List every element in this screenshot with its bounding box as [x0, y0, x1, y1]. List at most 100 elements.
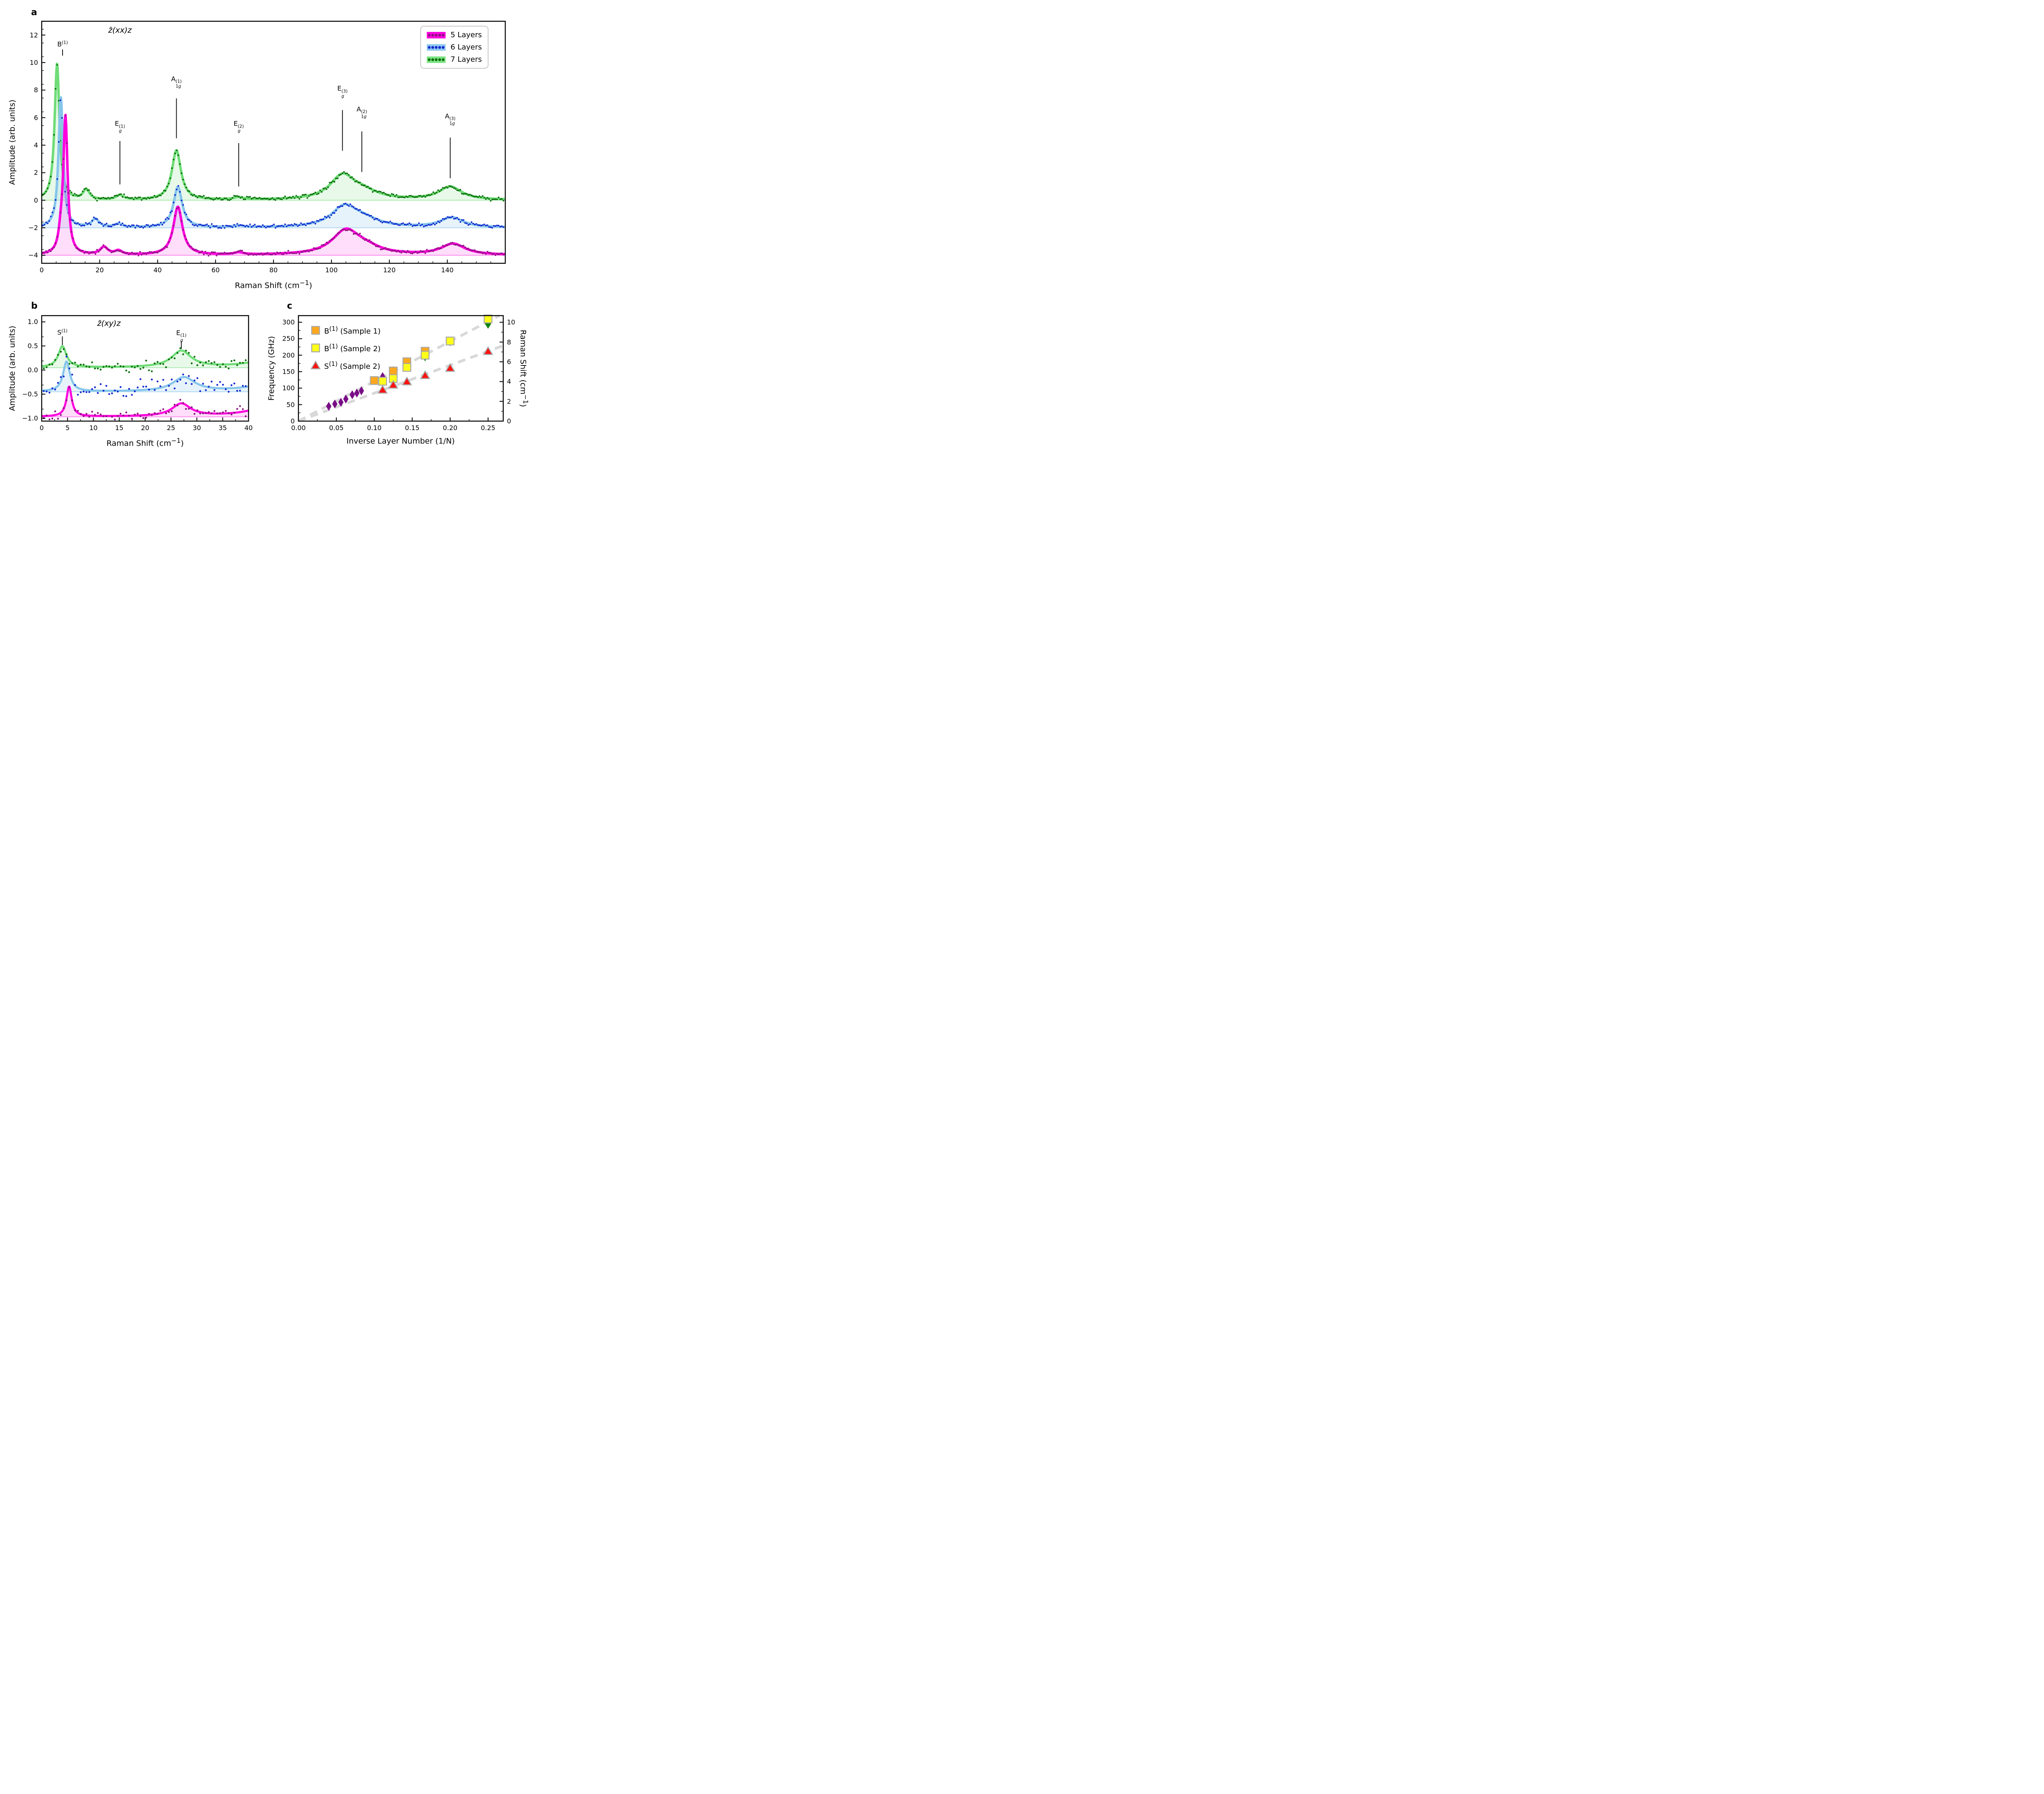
panel-a-ytick: −4	[28, 251, 38, 259]
panel-c-ytick: 200	[282, 351, 295, 359]
panel-label-c: c	[287, 301, 293, 311]
panel-label-b: b	[31, 301, 38, 311]
legend-item-5-layers: 5 Layers	[427, 31, 482, 39]
peak-label-B(1): B(1)	[57, 40, 68, 48]
panel-b-xtick: 5	[65, 424, 70, 432]
legend-band-icon	[427, 31, 446, 38]
panel-b-ytick: −0.5	[22, 390, 38, 398]
panel-b-ylabel: Amplitude (arb. units)	[8, 325, 17, 411]
panel-c-xtick: 0.15	[405, 424, 420, 432]
trace-5-layers	[42, 113, 505, 257]
panel-a-ytick: 4	[34, 141, 38, 149]
panel-a-ytick: 12	[29, 31, 38, 39]
panel-a-ylabel: Amplitude (arb. units)	[8, 99, 17, 185]
panel-b-ytick: 1.0	[27, 318, 38, 326]
panel-c-rtick: 8	[507, 338, 511, 346]
panel-c-xtick: 0.25	[481, 424, 495, 432]
raman-spectroscopy-figure: a b c 0 20 40 60 80 100 120 140 −4 −2 0 2 4 6 8 10 12 Ram…	[0, 0, 529, 448]
panel-a-xtick: 60	[211, 266, 220, 274]
panel-b-polarization-title: z̄(xy)z	[97, 318, 121, 328]
peak-label-A1g(3): A (3) 1g	[445, 112, 456, 126]
panel-c-rtick: 10	[507, 318, 515, 326]
peak-label-Eg(2): E (2) g	[233, 119, 244, 134]
panel-a-ytick: −2	[28, 224, 38, 232]
panel-c-ytick: 300	[282, 318, 295, 326]
trace-5-layers	[42, 386, 248, 421]
panel-b-xtick: 30	[193, 424, 201, 432]
panel-a-ytick: 8	[34, 86, 38, 94]
panel-b-xtick: 40	[244, 424, 253, 432]
panel-c-axes	[298, 315, 504, 422]
legend-item-6-layers: 6 Layers	[427, 43, 482, 52]
trace-7-layers	[42, 345, 248, 373]
legend-item-label: 7 Layers	[450, 55, 482, 64]
panel-b-ytick: 0.5	[27, 342, 38, 350]
legend-marker-B1-sample-2	[311, 343, 320, 352]
legend-label-B1-sample-2: B(1) (Sample 2)	[324, 343, 381, 353]
panel-c-content	[298, 314, 504, 423]
panel-a-xtick: 20	[95, 266, 104, 274]
panel-a-xtick: 40	[153, 266, 162, 274]
panel-a-polarization-title: z̄(xx)z	[108, 25, 132, 35]
legend-marker-S1-sample-2	[310, 360, 321, 370]
panel-c-xtick: 0.00	[291, 424, 306, 432]
panel-c-xtick: 0.05	[329, 424, 344, 432]
legend-band-icon	[427, 56, 446, 63]
dots-5-layers	[42, 115, 504, 257]
panel-c-ylabel: Frequency (GHz)	[267, 336, 276, 401]
scatter-S1-sample-2	[377, 346, 493, 394]
legend-label-S1-sample-2: S(1) (Sample 2)	[324, 360, 381, 371]
legend-band-icon	[427, 44, 446, 51]
panel-a-ytick: 10	[29, 58, 38, 67]
panel-c-xlabel: Inverse Layer Number (1/N)	[346, 437, 455, 446]
peak-label-A1g(2): A (2) 1g	[356, 105, 368, 119]
legend-label-B1-sample-1: B(1) (Sample 1)	[324, 325, 381, 336]
trendline-2	[298, 344, 504, 423]
panel-c-ylabel-right: Raman Shift (cm−1)	[518, 330, 529, 407]
legend-item-label: 5 Layers	[450, 31, 482, 39]
panel-a-axes	[41, 20, 506, 264]
panel-a-xtick: 120	[383, 266, 396, 274]
panel-c-ytick: 250	[282, 334, 295, 343]
panel-b-xtick: 35	[218, 424, 227, 432]
panel-b-xtick: 10	[89, 424, 98, 432]
panel-a-series	[42, 63, 505, 257]
dots-7-layers	[42, 64, 504, 202]
panel-b-xtick: 20	[141, 424, 150, 432]
panel-c-rtick: 0	[507, 417, 511, 425]
panel-a-ytick: 0	[34, 196, 38, 204]
peak-label-S(1): S(1)	[57, 328, 68, 336]
dots-6-layers	[42, 99, 504, 229]
dots-5-layers	[43, 386, 247, 421]
legend-item-label: 6 Layers	[450, 43, 482, 52]
trace-7-layers	[42, 63, 505, 202]
panel-c-xtick: 0.20	[443, 424, 457, 432]
panel-label-a: a	[31, 7, 37, 18]
panel-b-ytick: −1.0	[22, 414, 38, 422]
panel-c-ytick: 0	[290, 417, 295, 425]
scatter-B1-sample-2	[378, 314, 493, 386]
legend-item-7-layers: 7 Layers	[427, 55, 482, 64]
dots-7-layers	[43, 347, 247, 373]
trendline-1	[298, 314, 500, 422]
peak-label-Eg(1): E (1) g	[176, 329, 187, 343]
panel-c-ytick: 150	[282, 368, 295, 376]
panel-c-xtick: 0.10	[367, 424, 382, 432]
panel-a-xtick: 0	[39, 266, 44, 274]
panel-a-xtick: 140	[441, 266, 454, 274]
panel-c-rtick: 6	[507, 358, 511, 366]
panel-b-series	[42, 345, 248, 421]
panel-c-rtick: 4	[507, 377, 511, 386]
panel-b-xlabel: Raman Shift (cm−1)	[106, 437, 184, 448]
panel-b-xtick: 15	[115, 424, 123, 432]
peak-label-Eg(1): E (1) g	[114, 119, 125, 134]
panel-c-ytick: 50	[286, 401, 295, 409]
legend-layers: 5 Layers 6 Layers 7 Layers	[420, 26, 489, 69]
panel-b-xtick: 25	[167, 424, 175, 432]
panel-c-ytick: 100	[282, 384, 295, 392]
peak-label-Eg(3): E (3) g	[337, 84, 348, 99]
panel-a-xlabel: Raman Shift (cm−1)	[235, 279, 312, 290]
trace-6-layers	[42, 96, 505, 229]
chart-canvas	[41, 20, 506, 423]
panel-a-xtick: 80	[269, 266, 278, 274]
